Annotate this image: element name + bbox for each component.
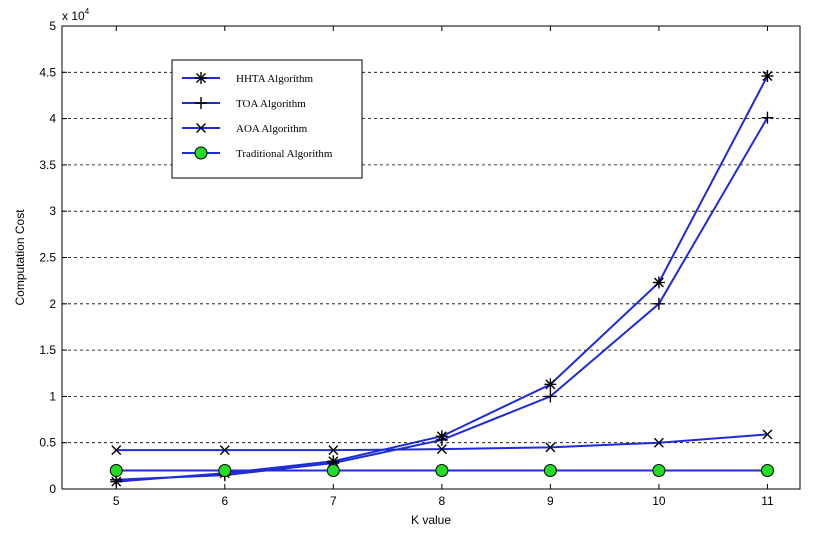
x-tick-label: 5 (113, 494, 120, 508)
series-layer (109, 70, 774, 488)
y-tick-label: 1 (49, 389, 56, 403)
legend-label: Traditional Algorithm (236, 148, 333, 160)
x-axis-label: K value (411, 513, 451, 527)
marker-stroke (545, 442, 556, 453)
x-marker (653, 437, 664, 448)
circle-marker (109, 463, 123, 477)
x-tick-label: 7 (330, 494, 337, 508)
y-tick-label: 0.5 (39, 436, 56, 450)
y-multiplier-base: x 10 (62, 9, 85, 23)
y-tick-label: 5 (49, 19, 56, 33)
x-marker (219, 445, 230, 456)
plus-marker (761, 111, 774, 124)
y-axis-label: Computation Cost (13, 209, 27, 306)
x-marker (436, 444, 447, 455)
x-tick-label: 8 (439, 494, 446, 508)
y-tick-label: 1.5 (39, 343, 56, 357)
plus-marker (195, 97, 207, 109)
circle-marker (218, 463, 232, 477)
legend-item: AOA Algorithm (182, 123, 308, 135)
y-tick-label: 0 (49, 482, 56, 496)
axis-ticks: 0 0.5 1 1.5 2 2.5 3 3.5 4 4.5 5 5 6 7 8 9 10 11 (39, 19, 800, 508)
legend-label: AOA Algorithm (236, 123, 308, 135)
y-multiplier-exponent: 4 (85, 7, 90, 16)
marker-stroke (653, 277, 664, 288)
plus-marker (435, 433, 448, 446)
x-tick-label: 11 (761, 494, 774, 508)
x-marker (328, 445, 339, 456)
series-markers-x (111, 429, 773, 456)
marker-stroke (328, 445, 339, 456)
marker-stroke (436, 444, 447, 455)
asterisk-marker (544, 378, 557, 391)
circle-marker (760, 463, 774, 477)
marker-stroke (196, 123, 206, 133)
circle-marker (326, 463, 340, 477)
y-tick-label: 3.5 (39, 158, 56, 172)
x-marker (111, 445, 122, 456)
x-tick-label: 6 (221, 494, 228, 508)
y-tick-label: 4 (49, 112, 56, 126)
y-tick-label: 2.5 (39, 251, 56, 265)
x-marker (762, 429, 773, 440)
y-tick-label: 2 (49, 297, 56, 311)
plus-marker (544, 390, 557, 403)
circle-marker (435, 463, 449, 477)
legend-item: HHTA Algorithm (182, 72, 313, 85)
legend: HHTA Algorithm TOA Algorithm AOA Algorithm… (171, 59, 363, 179)
y-tick-label: 3 (49, 204, 56, 218)
asterisk-marker (195, 72, 207, 84)
x-marker (545, 442, 556, 453)
x-marker (196, 123, 206, 133)
marker-stroke (653, 437, 664, 448)
circle-marker (543, 463, 557, 477)
y-axis-multiplier: x 104 (62, 7, 90, 23)
x-tick-label: 10 (652, 494, 666, 508)
marker-stroke (762, 429, 773, 440)
plus-marker (652, 297, 665, 310)
y-tick-label: 4.5 (39, 65, 56, 79)
asterisk-marker (652, 276, 665, 289)
legend-item: TOA Algorithm (182, 97, 306, 110)
asterisk-marker (761, 70, 774, 83)
circle-marker (652, 463, 666, 477)
circle-marker (194, 146, 208, 160)
marker-stroke (545, 379, 556, 390)
legend-label: TOA Algorithm (236, 98, 306, 110)
series-markers-circle (109, 463, 774, 477)
marker-stroke (219, 445, 230, 456)
marker-stroke (762, 71, 773, 81)
marker-stroke (111, 445, 122, 456)
x-tick-label: 9 (547, 494, 554, 508)
legend-label: HHTA Algorithm (236, 73, 313, 85)
marker-stroke (196, 73, 206, 83)
legend-item: Traditional Algorithm (182, 146, 333, 160)
